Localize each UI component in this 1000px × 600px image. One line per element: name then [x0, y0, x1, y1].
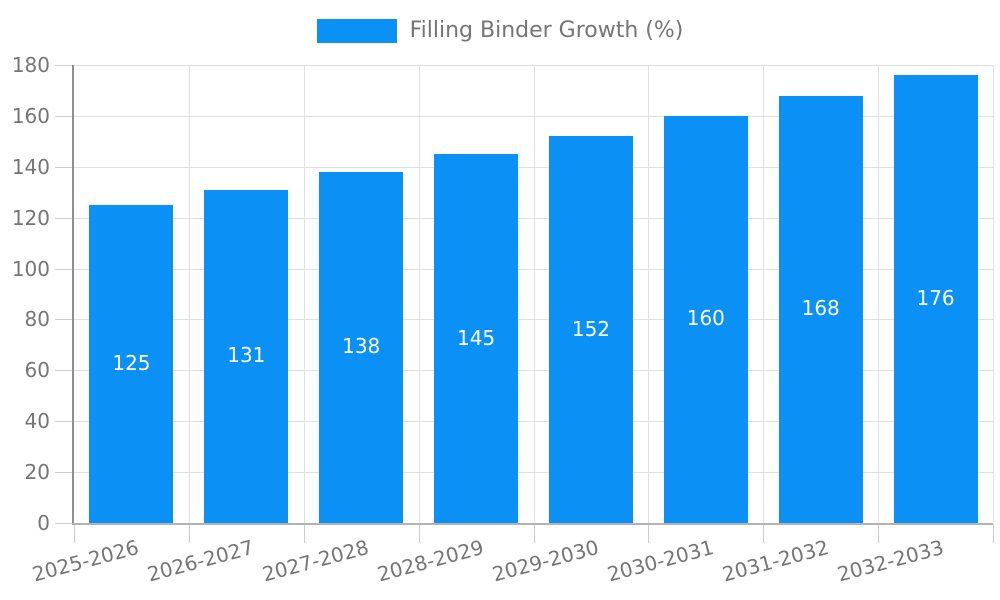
y-axis-tick-mark — [55, 472, 74, 474]
y-axis-tick-label: 160 — [11, 103, 50, 128]
y-axis-tick-mark — [55, 421, 74, 423]
y-axis-tick-label: 120 — [11, 205, 50, 230]
bar-value-label: 138 — [342, 334, 381, 359]
x-axis-line — [72, 523, 993, 525]
gridline-vertical — [188, 65, 190, 523]
bar-value-label: 176 — [916, 285, 955, 310]
y-axis-tick-mark — [55, 370, 74, 372]
x-axis-tick-label-text: 2031-2032 — [719, 535, 831, 587]
bar-value-label: 125 — [112, 350, 151, 375]
bar-value-label: 152 — [571, 316, 611, 341]
bar[interactable] — [778, 95, 863, 523]
x-axis-tick-label-text: 2029-2030 — [489, 535, 602, 587]
legend[interactable]: Filling Binder Growth (%) — [0, 19, 1000, 43]
y-axis-line — [72, 65, 74, 525]
x-axis-tick-label-text: 2032-2033 — [834, 535, 946, 587]
gridline-vertical — [418, 65, 420, 523]
bar-value-label: 145 — [456, 325, 496, 350]
y-axis-tick-mark — [55, 268, 74, 270]
gridline-vertical — [303, 65, 305, 523]
x-axis-tick-label-text: 2026-2027 — [145, 535, 257, 587]
y-axis-tick-label: 80 — [24, 307, 50, 332]
legend-label: Filling Binder Growth (%) — [409, 18, 684, 43]
y-axis-tick-label: 100 — [11, 256, 50, 281]
gridline-vertical — [648, 65, 650, 523]
gridline-vertical — [533, 65, 535, 523]
x-axis-tick-label-text: 2025-2026 — [30, 535, 142, 587]
y-axis-tick-label: 40 — [24, 409, 50, 434]
bar[interactable] — [548, 136, 633, 523]
y-axis-tick-mark — [55, 217, 74, 219]
x-axis-tick-label-text: 2028-2029 — [374, 535, 487, 587]
x-axis-tick-mark — [188, 524, 190, 543]
gridline-vertical — [763, 65, 765, 523]
x-axis-tick-mark — [303, 524, 305, 543]
x-axis-tick-mark — [533, 524, 535, 543]
x-axis-tick-mark — [763, 524, 765, 543]
bar[interactable] — [663, 115, 748, 523]
bar[interactable] — [89, 204, 174, 523]
y-axis-tick-label: 20 — [24, 460, 50, 485]
x-axis-tick-label-text: 2030-2031 — [604, 535, 717, 587]
y-axis-tick-label: 180 — [11, 53, 50, 77]
y-axis-tick-mark — [55, 523, 74, 524]
bar-value-label: 131 — [227, 343, 266, 368]
y-axis-tick-label: 60 — [24, 358, 50, 383]
bar[interactable] — [893, 75, 978, 523]
bar-value-label: 168 — [801, 296, 840, 321]
x-axis-tick-mark — [878, 524, 880, 543]
y-axis-tick-label: 140 — [11, 154, 50, 179]
x-axis-tick-mark — [74, 524, 75, 543]
bar[interactable] — [319, 171, 404, 523]
x-axis-tick-mark — [993, 524, 994, 543]
gridline-vertical — [993, 65, 994, 523]
y-axis-tick-label: 0 — [37, 511, 50, 535]
y-axis-tick-mark — [55, 166, 74, 168]
bar[interactable] — [434, 154, 519, 523]
bar[interactable] — [204, 189, 289, 523]
y-axis-tick-mark — [55, 319, 74, 321]
gridline-vertical — [878, 65, 880, 523]
legend-swatch-icon — [316, 19, 397, 43]
y-axis-tick-mark — [55, 65, 74, 66]
x-axis-tick-mark — [418, 524, 420, 543]
x-axis-tick-label-text: 2027-2028 — [259, 535, 372, 587]
y-axis-tick-mark — [55, 115, 74, 117]
x-axis-tick-mark — [648, 524, 650, 543]
bar-value-label: 160 — [686, 306, 725, 331]
